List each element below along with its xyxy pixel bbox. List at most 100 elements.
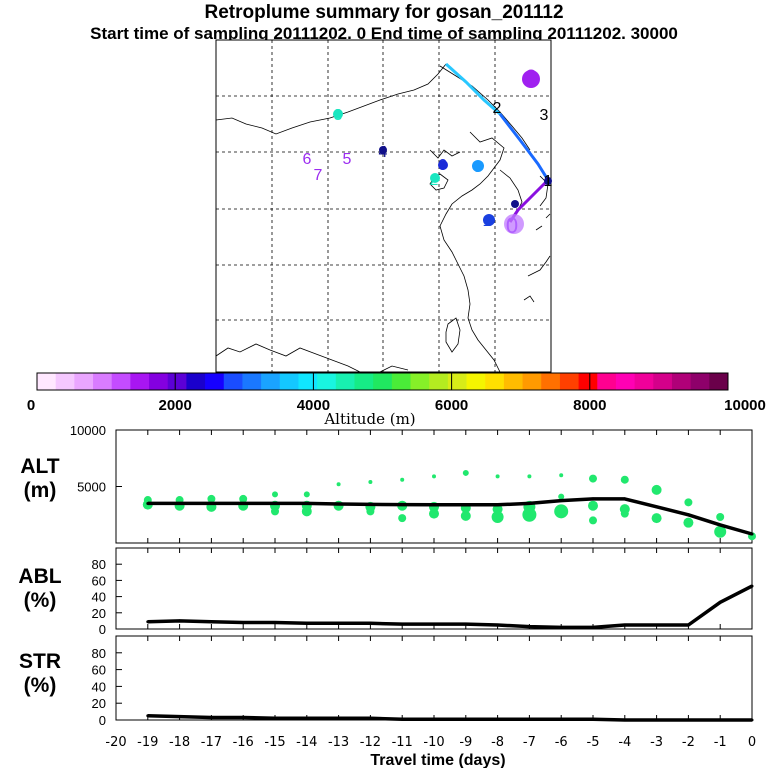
colorbar-segment [391, 373, 411, 390]
colorbar-segment [74, 373, 94, 390]
map-marker-label: 5 [343, 151, 352, 168]
x-tick-label: -14 [296, 735, 317, 750]
series-point-abl [432, 622, 436, 626]
x-tick-label: -16 [233, 735, 254, 750]
map-marker-label: 4 [379, 144, 388, 161]
colorbar-segment [709, 373, 729, 390]
series-point-alt [750, 532, 754, 536]
y-tick-label: 0 [99, 622, 106, 637]
y-tick-label: 20 [92, 696, 106, 711]
series-point-alt [623, 497, 627, 501]
colorbar-segment [373, 373, 393, 390]
series-point-alt [273, 501, 277, 505]
sampling-time-text: Start time of sampling 20111202. 0 End t… [90, 24, 678, 43]
chart-title: Retroplume summary for gosan_201112 [204, 2, 564, 23]
series-point-alt [337, 502, 341, 506]
colorbar-segment [261, 373, 281, 390]
colorbar-segment [55, 373, 75, 390]
series-point-alt [400, 503, 404, 507]
series-point-abl [686, 623, 690, 627]
map-gridlines [216, 40, 551, 372]
series-point-str [178, 715, 182, 719]
trajectory-segment [498, 113, 550, 181]
series-line-abl [147, 584, 753, 630]
series-point-str [305, 716, 309, 720]
altitude-scatter-point [366, 507, 375, 516]
alt-panel-label: ALT (m) [0, 455, 80, 503]
altitude-scatter-point [620, 509, 629, 518]
colorbar-segment [37, 373, 57, 390]
map-marker-label: 1 [483, 213, 492, 230]
colorbar-segment [559, 373, 579, 390]
x-tick-label: -11 [392, 735, 413, 750]
x-tick-label: -2 [682, 735, 695, 750]
series-point-alt [368, 502, 372, 506]
series-point-str [496, 717, 500, 721]
altitude-scatter-point [368, 479, 373, 484]
series-point-str [686, 718, 690, 722]
colorbar-segment [149, 373, 169, 390]
series-point-abl [750, 584, 754, 588]
map-marker-label: 0 [506, 213, 518, 238]
map-frame [215, 39, 552, 373]
colorbar-segment [167, 373, 187, 390]
altitude-scatter-point [432, 474, 436, 479]
series-point-alt [432, 503, 436, 507]
map-marker-label: 9 [439, 157, 448, 174]
series-point-alt [718, 523, 722, 527]
colorbar-segment [410, 373, 430, 390]
colorbar-tick-label: 8000 [573, 397, 606, 414]
y-tick-label: 40 [92, 679, 106, 694]
series-point-str [750, 718, 754, 722]
map-marker-label: 9 [474, 159, 483, 176]
str-panel-label: STR (%) [0, 650, 80, 698]
map-marker-label: 2 [525, 65, 537, 90]
series-point-str [464, 717, 468, 721]
y-tick-label: 10000 [70, 423, 106, 438]
altitude-scatter-point [716, 513, 725, 522]
colorbar-segment [354, 373, 374, 390]
series-point-abl [496, 623, 500, 627]
altitude-scatter-point [398, 514, 407, 523]
colorbar-segment [242, 373, 262, 390]
altitude-scatter-point [554, 504, 569, 519]
colorbar-segment [634, 373, 654, 390]
colorbar-tick-label: 0 [27, 397, 35, 414]
y-tick-label: 40 [92, 590, 106, 605]
colorbar-segment [130, 373, 150, 390]
map-marker-label: 6 [303, 151, 312, 168]
altitude-scatter-point [589, 474, 597, 483]
series-point-abl [527, 625, 531, 629]
x-tick-label: -4 [618, 735, 631, 750]
colorbar-segment [429, 373, 449, 390]
colorbar-segment [653, 373, 673, 390]
altitude-scatter-point [651, 484, 662, 495]
series-point-alt [209, 501, 213, 505]
str-unit: (%) [23, 674, 57, 697]
altitude-scatter-point [460, 510, 471, 521]
x-tick-label: -15 [264, 735, 285, 750]
series-point-alt [527, 501, 531, 505]
series-point-abl [368, 621, 372, 625]
series-point-str [337, 716, 341, 720]
series-point-abl [464, 622, 468, 626]
series-point-str [209, 715, 213, 719]
x-tick-label: -5 [587, 735, 600, 750]
trajectory-segment [444, 62, 501, 116]
altitude-scatter-point [527, 474, 532, 479]
colorbar-ticks: 0 2000 4000 6000 8000 10000 [27, 373, 766, 414]
series-point-abl [337, 621, 341, 625]
alt-label: ALT [20, 455, 60, 478]
colorbar-segment [317, 373, 337, 390]
altitude-scatter-point [303, 491, 310, 498]
series-line-str [147, 714, 752, 722]
x-tick-label: -12 [360, 735, 381, 750]
altitude-scatter-point [651, 513, 662, 524]
y-tick-label: 60 [92, 663, 106, 678]
series-point-alt [686, 513, 690, 517]
x-tick-label: -18 [169, 735, 190, 750]
altitude-scatter-point [429, 508, 439, 519]
series-point-abl [591, 625, 595, 629]
